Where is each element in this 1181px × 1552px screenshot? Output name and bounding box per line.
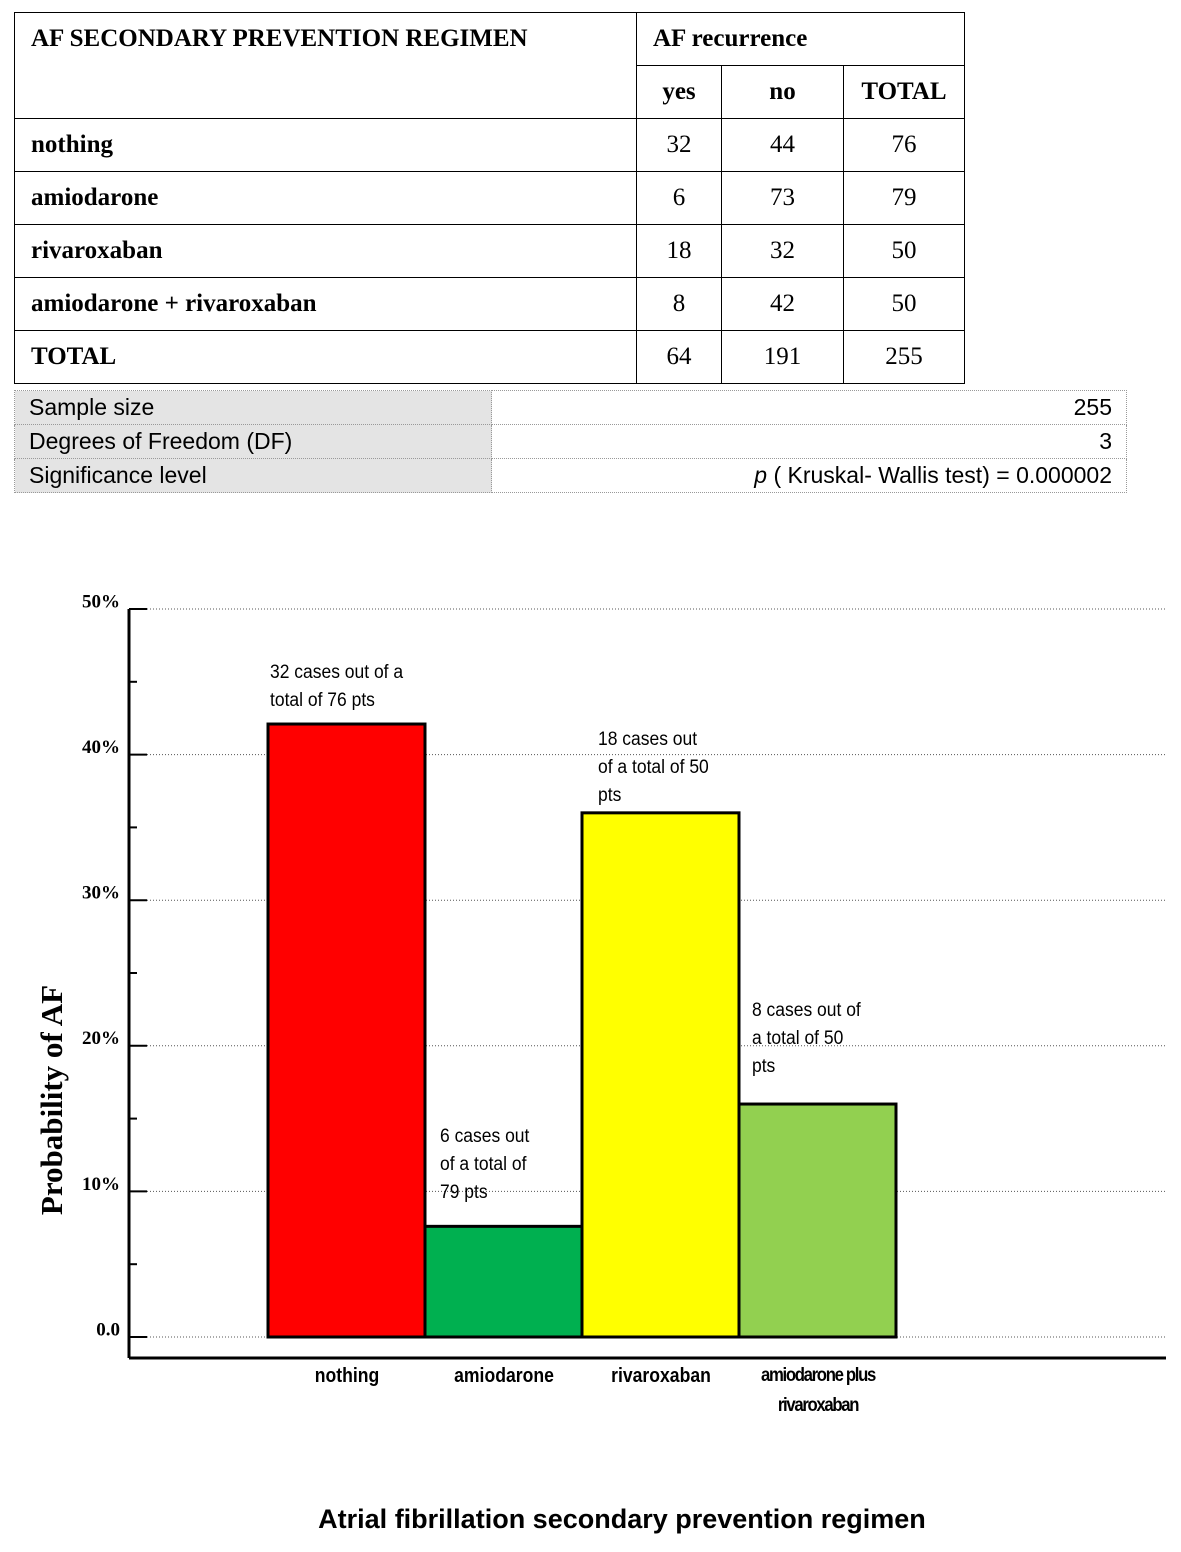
data-annotation: of a total of <box>440 1152 527 1174</box>
bar <box>266 722 427 1339</box>
data-annotation: pts <box>752 1054 775 1076</box>
count-cell: 64 <box>636 330 722 384</box>
y-tick-label: 0.0 <box>96 1319 120 1340</box>
count-cell: 73 <box>721 171 844 225</box>
y-tick-label: 10% <box>82 1174 120 1195</box>
data-annotation: of a total of 50 <box>598 755 709 777</box>
table-row: TOTAL 64 191 255 <box>14 330 965 384</box>
count-cell: 18 <box>636 224 722 278</box>
y-tick-label: 40% <box>82 737 120 758</box>
table-row: nothing 32 44 76 <box>14 118 965 172</box>
count-cell: 50 <box>843 224 965 278</box>
table-body: nothing 32 44 76 amiodarone 6 73 79 rivaroxaban 1… <box>14 118 965 384</box>
y-axis-label: Probability of AF <box>34 985 69 1215</box>
stat-value: 255 <box>491 390 1127 425</box>
p-text: ( Kruskal- Wallis test) = 0.000002 <box>773 462 1112 488</box>
row-label: nothing <box>14 118 637 172</box>
bar <box>423 1224 584 1339</box>
count-cell: 42 <box>721 277 844 331</box>
data-annotation: 8 cases out of <box>752 998 862 1020</box>
row-label: TOTAL <box>14 330 637 384</box>
table-row: amiodarone + rivaroxaban 8 42 50 <box>14 277 965 331</box>
count-cell: 191 <box>721 330 844 384</box>
contingency-table: AF SECONDARY PREVENTION REGIMEN AF recur… <box>14 12 965 384</box>
data-annotation: pts <box>598 783 621 805</box>
count-cell: 6 <box>636 171 722 225</box>
stat-value: p ( Kruskal- Wallis test) = 0.000002 <box>491 458 1127 493</box>
header-cell: AF recurrence <box>636 12 965 66</box>
x-tick-label: amiodarone plus rivaroxaban <box>760 1365 876 1416</box>
bar <box>737 1102 898 1339</box>
x-tick-label: amiodarone <box>453 1365 554 1387</box>
data-annotation: 32 cases out of a <box>270 660 404 682</box>
y-tick-label: 20% <box>82 1028 120 1049</box>
stats-table: Sample size 255 Degrees of Freedom (DF) 3 … <box>14 390 1127 493</box>
data-annotation: 18 cases out <box>598 727 697 749</box>
data-annotation: total of 76 pts <box>270 688 375 710</box>
y-tick-label: 50% <box>82 591 120 612</box>
table-row: amiodarone 6 73 79 <box>14 171 965 225</box>
p-symbol: p <box>754 462 768 488</box>
count-cell: 255 <box>843 330 965 384</box>
stat-label: Sample size <box>14 390 492 425</box>
count-cell: 50 <box>843 277 965 331</box>
stat-label: Significance level <box>14 458 492 493</box>
chart-title: Atrial fibrillation secondary prevention… <box>318 1504 926 1534</box>
subheader-cell: yes <box>636 65 722 119</box>
header-cell: AF SECONDARY PREVENTION REGIMEN <box>14 12 637 119</box>
row-label: amiodarone + rivaroxaban <box>14 277 637 331</box>
bar <box>580 811 741 1339</box>
data-annotation: 6 cases out <box>440 1124 529 1146</box>
stat-label: Degrees of Freedom (DF) <box>14 424 492 459</box>
stat-value: 3 <box>491 424 1127 459</box>
x-tick-label: nothing <box>314 1365 379 1387</box>
row-label: amiodarone <box>14 171 637 225</box>
y-tick-label: 30% <box>82 883 120 904</box>
data-annotation: 79 pts <box>440 1180 488 1202</box>
data-annotation: a total of 50 <box>752 1026 843 1048</box>
x-tick-label: rivaroxaban <box>610 1365 711 1387</box>
